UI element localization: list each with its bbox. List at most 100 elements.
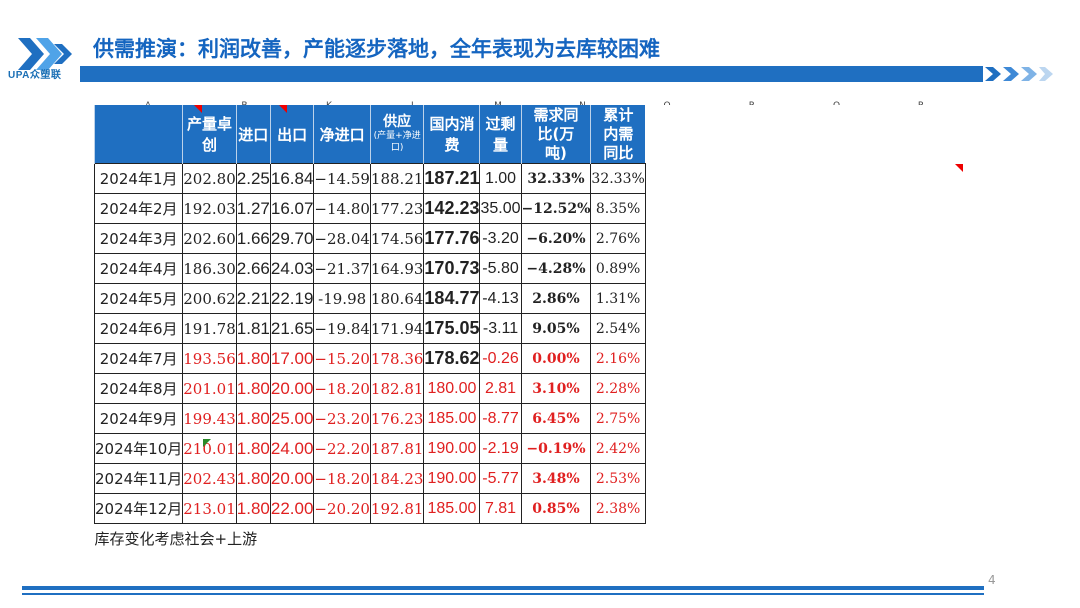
header-cell: 供应 (产量+净进口) [369,105,424,164]
comment-marker [203,439,211,447]
table-cell: 32.33% [520,163,592,194]
comment-marker [955,164,963,172]
table-cell: −6.20% [520,223,592,254]
table-cell: 1.80 [235,373,271,404]
row-label-cell: 2024年12月 [93,493,184,524]
table-cell: 185.00 [423,493,481,524]
supply-demand-table: 产量卓创 进口 出口 净进口 供应 (产量+净进口) 国内消费 过剩量 需求同比… [93,105,646,552]
table-cell: 1.80 [235,493,271,524]
header-cell: 出口 [269,105,314,164]
table-cell: 35.00 [479,193,522,224]
table-cell: 2.86% [520,283,592,314]
col-letter: R [879,100,963,105]
table-cell: 2.21 [235,283,271,314]
comment-marker [194,105,202,113]
header-cell: 产量卓创 [182,105,237,164]
table-cell: 32.33% [590,163,646,194]
table-cell: 190.00 [423,433,481,464]
table-cell: -19.98 [313,283,371,314]
table-cell: 1.66 [235,223,271,254]
table-cell: 180.64 [369,283,425,314]
header-cell-sub: (产量+净进口) [373,131,421,153]
footnote: 库存变化考虑社会+上游 [94,529,258,548]
table-cell: 29.70 [269,223,315,254]
table-cell: 192.81 [369,493,425,524]
table-cell: 2.38% [590,493,646,524]
table-cell: −12.52% [520,193,592,224]
table-cell: −21.37 [313,253,371,284]
col-letter: A [94,100,202,105]
table-cell: 199.43 [182,403,237,434]
table-cell: −14.59 [313,163,371,194]
row-label-cell: 2024年6月 [93,313,184,344]
table-cell: 176.23 [369,403,425,434]
table-cell: 3.48% [520,463,592,494]
comment-marker [279,105,287,113]
header-cell: 进口 [235,105,271,164]
row-label-cell: 2024年8月 [93,373,184,404]
table-cell: 213.01 [182,493,237,524]
slide-title: 供需推演：利润改善，产能逐步落地，全年表现为去库较困难 [93,37,660,61]
table-row: 2024年6月 191.78 1.81 21.65 −19.84 171.94 175.05… [93,313,646,344]
table-cell: −18.20 [313,463,371,494]
table-cell: 1.80 [235,463,271,494]
table-cell: -2.19 [479,433,522,464]
table-cell: 22.19 [269,283,315,314]
header-cell: 净进口 [313,105,371,164]
row-label-cell: 2024年9月 [93,403,184,434]
table-cell: 202.80 [182,163,237,194]
row-label-cell: 2024年4月 [93,253,184,284]
table-cell: 178.62 [423,343,481,374]
table-cell: 25.00 [269,403,315,434]
col-letter: Q [794,100,879,105]
table-row: 2024年10月 210.01 1.80 24.00 −22.20 187.81 190.0… [93,433,646,464]
table-cell: -3.11 [479,313,522,344]
col-letter: L [371,100,456,105]
table-row: 2024年2月 192.03 1.27 16.07 −14.80 177.23 142.23… [93,193,646,224]
table-cell: 1.31% [590,283,646,314]
table-cell: −18.20 [313,373,371,404]
table-cell: 1.80 [235,433,271,464]
table-cell: 22.00 [269,493,315,524]
table-cell: −0.19% [520,433,592,464]
footer-bar [22,593,984,595]
table-cell: −4.28% [520,253,592,284]
table-cell: 180.00 [423,373,481,404]
header-cell [93,105,183,164]
table-cell: −19.84 [313,313,371,344]
table-cell: 17.00 [269,343,315,374]
logo-icon [18,38,72,70]
header-cell: 累计内需同比 [590,105,646,164]
table-cell: -3.20 [479,223,522,254]
table-row: 2024年7月 193.56 1.80 17.00 −15.20 178.36 178.62… [93,343,646,374]
table-cell: 175.05 [423,313,481,344]
table-cell: 177.23 [369,193,425,224]
col-letter: M [456,100,540,105]
table-cell: 9.05% [520,313,592,344]
header-cell: 需求同比(万吨) [520,105,591,164]
col-letter: O [625,100,709,105]
header-cell-label: 供应 [383,114,412,130]
table-cell: 2.66 [235,253,271,284]
table-row: 2024年9月 199.43 1.80 25.00 −23.20 176.23 185.00… [93,403,646,434]
table-cell: 2.53% [590,463,646,494]
table-cell: -5.77 [479,463,522,494]
table-cell: −22.20 [313,433,371,464]
table-cell: 200.62 [182,283,237,314]
footer-bar [22,586,984,590]
table-cell: 1.00 [479,163,522,194]
table-cell: 201.01 [182,373,237,404]
table-cell: -0.26 [479,343,522,374]
table-cell: 2.54% [590,313,646,344]
table-cell: −15.20 [313,343,371,374]
row-label-cell: 2024年10月 [93,433,184,464]
row-label-cell: 2024年7月 [93,343,184,374]
table-cell: 184.23 [369,463,425,494]
table-cell: −20.20 [313,493,371,524]
table-cell: 24.00 [269,433,315,464]
table-cell: 177.76 [423,223,481,254]
table-cell: 142.23 [423,193,481,224]
page-number: 4 [988,573,996,587]
table-cell: 170.73 [423,253,481,284]
table-cell: 188.21 [369,163,425,194]
